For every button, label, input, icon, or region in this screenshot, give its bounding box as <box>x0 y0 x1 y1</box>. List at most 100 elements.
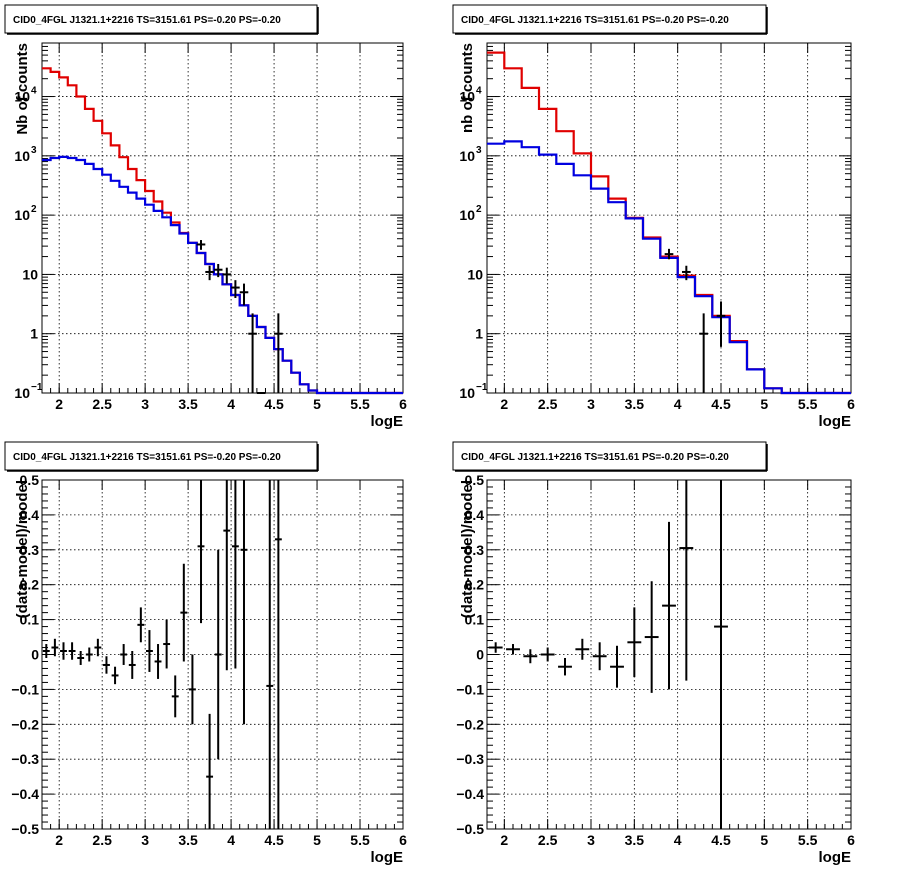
x-tick-label: 6 <box>399 396 407 412</box>
data-point <box>231 280 240 299</box>
data-point <box>120 644 128 665</box>
data-point <box>644 581 659 693</box>
y-tick-exponent: −1 <box>31 382 43 393</box>
data-point <box>205 265 214 281</box>
data-point <box>42 644 50 658</box>
data-point <box>60 642 67 660</box>
model-component-histogram <box>487 140 851 395</box>
y-tick-label: −0.3 <box>11 751 39 767</box>
x-tick-label: 3.5 <box>178 832 198 848</box>
x-tick-label: 5 <box>760 396 768 412</box>
y-tick-label: 1 <box>30 326 38 342</box>
data-point <box>274 480 282 829</box>
y-tick-label: 0.4 <box>20 507 40 523</box>
data-point <box>716 301 726 347</box>
data-point <box>196 240 206 250</box>
data-point <box>188 654 196 725</box>
data-point <box>240 480 248 725</box>
data-point <box>206 713 214 829</box>
data-point <box>137 607 145 643</box>
y-tick-label: 10 <box>459 385 475 401</box>
plot-frame <box>41 42 404 394</box>
plot-frame <box>486 42 852 394</box>
title-box <box>4 4 318 34</box>
y-tick-exponent: 2 <box>31 204 37 215</box>
data-point <box>699 313 708 393</box>
chart-title: CID0_4FGL J1321.1+2216 TS=3151.61 PS=-0.… <box>13 452 281 463</box>
data-point <box>222 267 232 284</box>
data-point <box>128 651 136 679</box>
x-tick-label: 5.5 <box>350 396 370 412</box>
x-tick-label: 4 <box>227 832 235 848</box>
y-tick-label: −0.1 <box>11 681 39 697</box>
y-axis-title: (data-model)/model <box>14 480 31 618</box>
x-tick-label: 3 <box>141 396 149 412</box>
y-tick-label: 10 <box>14 385 30 401</box>
y-tick-label: −0.3 <box>456 751 484 767</box>
x-tick-label: 2.5 <box>538 832 558 848</box>
data-point <box>662 521 676 690</box>
chart-title: CID0_4FGL J1321.1+2216 TS=3151.61 PS=-0.… <box>461 15 729 26</box>
y-tick-label: −0.4 <box>11 786 39 802</box>
y-tick-label: −0.4 <box>456 786 484 802</box>
y-tick-label: 0.3 <box>465 542 485 558</box>
x-axis-title: logE <box>371 849 404 866</box>
data-point <box>163 619 171 669</box>
x-tick-label: 6 <box>847 832 855 848</box>
y-tick-label: 10 <box>459 148 475 164</box>
x-tick-label: 3 <box>587 396 595 412</box>
x-tick-label: 4 <box>674 832 682 848</box>
x-tick-label: 5 <box>313 396 321 412</box>
data-point <box>610 645 624 688</box>
y-tick-label: 10 <box>459 207 475 223</box>
data-point <box>523 649 538 664</box>
x-tick-label: 4.5 <box>264 832 284 848</box>
y-axis-title: nb of counts <box>459 43 476 133</box>
chart-title: CID0_4FGL J1321.1+2216 TS=3151.61 PS=-0.… <box>461 452 729 463</box>
data-point <box>239 283 249 306</box>
y-tick-label: 0.5 <box>465 472 485 488</box>
x-tick-label: 2 <box>500 396 508 412</box>
chart-pad-3: 2 2.5 3 3.5 4 4.5 5 5.5 6 −0.5 −0.4 −0.3 −0.2 −0.1 0 0.… <box>4 441 407 866</box>
y-tick-label: 10 <box>14 148 30 164</box>
y-tick-label: 1 <box>475 326 483 342</box>
data-point <box>111 666 119 685</box>
y-tick-label: 10 <box>459 89 475 105</box>
title-box <box>452 441 767 471</box>
y-tick-label: 0.3 <box>20 542 40 558</box>
data-point <box>154 644 162 679</box>
data-point <box>68 642 76 660</box>
title-box <box>452 4 767 34</box>
title-box <box>4 441 318 471</box>
y-tick-label: 0.5 <box>20 472 40 488</box>
y-tick-label: −0.2 <box>11 716 39 732</box>
x-tick-label: 5 <box>760 832 768 848</box>
y-axis-title: (data-model)/model <box>459 480 476 618</box>
y-tick-exponent: 2 <box>476 204 482 215</box>
y-tick-label: −0.2 <box>456 716 484 732</box>
data-point <box>231 480 239 669</box>
data-point <box>146 630 153 672</box>
y-tick-label: 0 <box>31 647 39 663</box>
chart-pad-4: 2 2.5 3 3.5 4 4.5 5 5.5 6 −0.5 −0.4 −0.3 −0.2 −0.1 0 0.… <box>452 441 855 866</box>
x-tick-label: 2 <box>55 396 63 412</box>
data-point <box>171 675 179 718</box>
y-tick-label: 10 <box>22 266 38 282</box>
data-point <box>592 642 607 671</box>
data-point <box>488 642 503 653</box>
x-tick-label: 5.5 <box>798 832 818 848</box>
x-tick-label: 4 <box>227 396 235 412</box>
data-point <box>664 248 674 260</box>
data-point <box>77 651 85 665</box>
x-tick-label: 3.5 <box>625 396 645 412</box>
data-point <box>85 647 93 662</box>
y-tick-label: 10 <box>14 207 30 223</box>
x-tick-label: 6 <box>847 396 855 412</box>
data-point <box>558 657 572 676</box>
y-tick-exponent: 4 <box>476 86 482 97</box>
data-point <box>679 480 694 681</box>
x-tick-label: 4 <box>674 396 682 412</box>
data-point <box>51 638 59 657</box>
